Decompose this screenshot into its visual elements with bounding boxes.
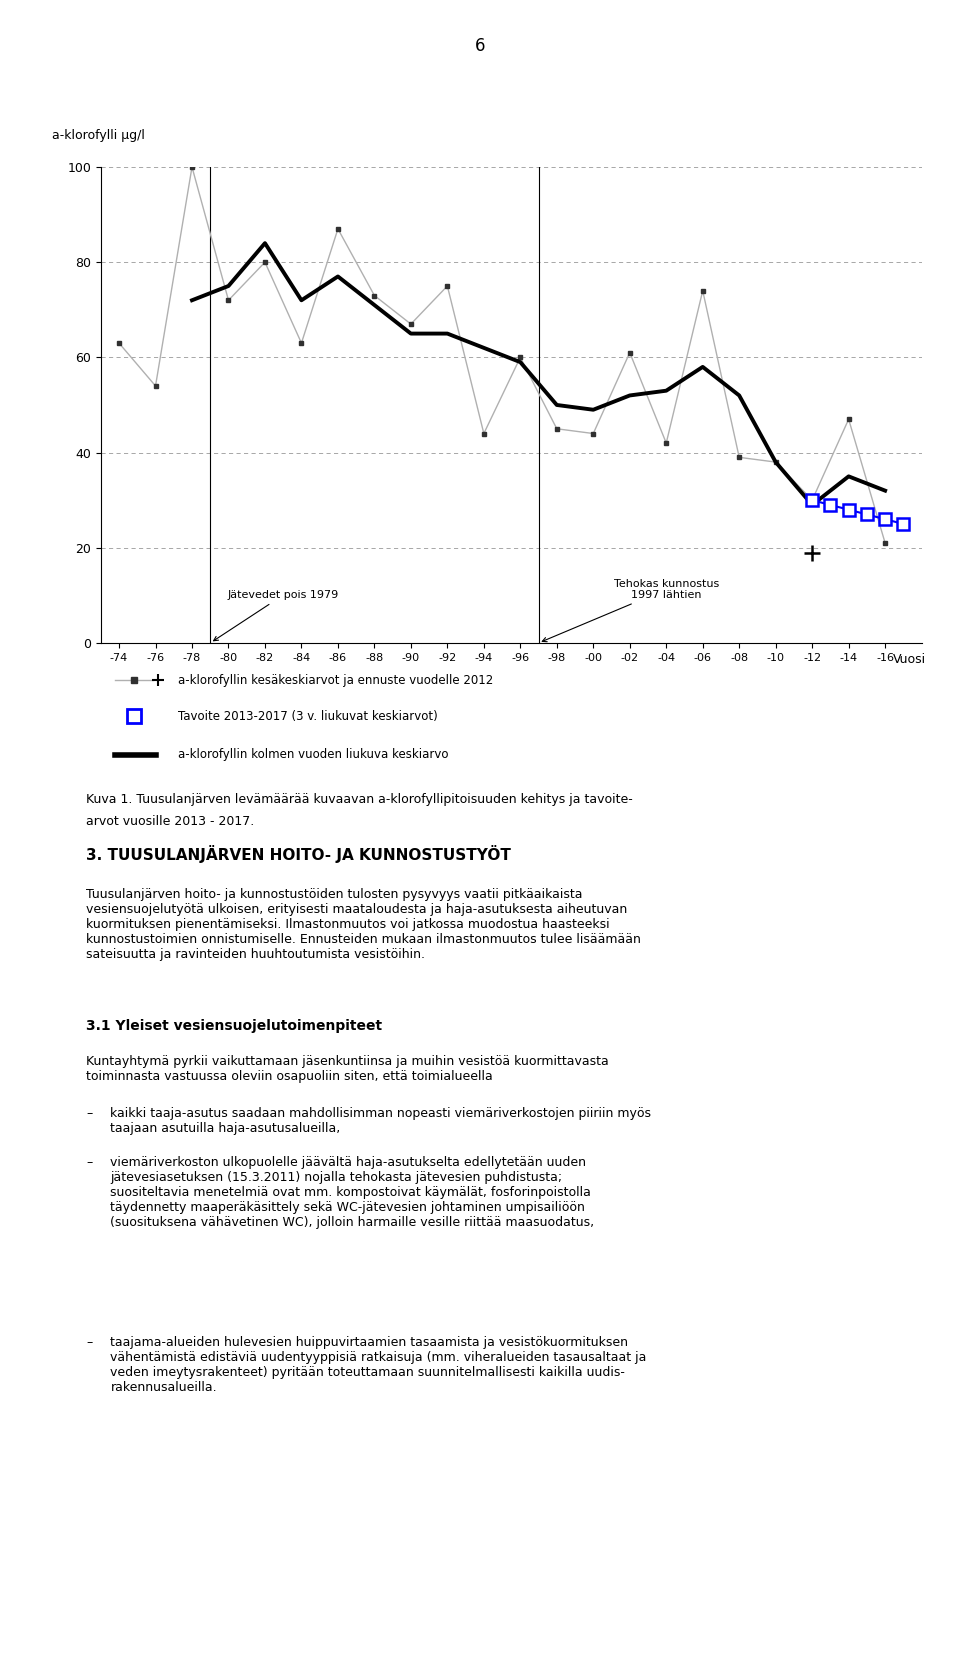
Text: Jätevedet pois 1979: Jätevedet pois 1979 bbox=[213, 590, 339, 641]
Text: –: – bbox=[86, 1156, 93, 1169]
Text: Tavoite 2013-2017 (3 v. liukuvat keskiarvot): Tavoite 2013-2017 (3 v. liukuvat keskiar… bbox=[178, 710, 438, 723]
Text: a-klorofyllin kesäkeskiarvot ja ennuste vuodelle 2012: a-klorofyllin kesäkeskiarvot ja ennuste … bbox=[178, 675, 492, 686]
Text: a-klorofylli μg/l: a-klorofylli μg/l bbox=[52, 129, 144, 142]
Text: 3. TUUSULANJÄRVEN HOITO- JA KUNNOSTUSTYÖT: 3. TUUSULANJÄRVEN HOITO- JA KUNNOSTUSTYÖ… bbox=[86, 845, 512, 863]
Text: a-klorofyllin kolmen vuoden liukuva keskiarvo: a-klorofyllin kolmen vuoden liukuva kesk… bbox=[178, 748, 448, 762]
Text: viemäriverkoston ulkopuolelle jäävältä haja-asutukselta edellytetään uuden
jätev: viemäriverkoston ulkopuolelle jäävältä h… bbox=[110, 1156, 594, 1229]
Text: Kuntayhtymä pyrkii vaikuttamaan jäsenkuntiinsa ja muihin vesistöä kuormittavasta: Kuntayhtymä pyrkii vaikuttamaan jäsenkun… bbox=[86, 1055, 610, 1084]
Text: 6: 6 bbox=[475, 37, 485, 55]
Text: kaikki taaja-asutus saadaan mahdollisimman nopeasti viemäriverkostojen piiriin m: kaikki taaja-asutus saadaan mahdollisimm… bbox=[110, 1107, 652, 1136]
Text: –: – bbox=[86, 1107, 93, 1121]
Text: Vuosi: Vuosi bbox=[893, 653, 926, 666]
Text: –: – bbox=[86, 1336, 93, 1349]
Text: arvot vuosille 2013 - 2017.: arvot vuosille 2013 - 2017. bbox=[86, 815, 254, 828]
Text: Tehokas kunnostus
1997 lähtien: Tehokas kunnostus 1997 lähtien bbox=[542, 578, 719, 641]
Text: taajama-alueiden hulevesien huippuvirtaamien tasaamista ja vesistökuormituksen
v: taajama-alueiden hulevesien huippuvirtaa… bbox=[110, 1336, 647, 1394]
Text: Tuusulanjärven hoito- ja kunnostustöiden tulosten pysyvyys vaatii pitkäaikaista
: Tuusulanjärven hoito- ja kunnostustöiden… bbox=[86, 888, 641, 962]
Text: Kuva 1. Tuusulanjärven levämäärää kuvaavan a-klorofyllipitoisuuden kehitys ja ta: Kuva 1. Tuusulanjärven levämäärää kuvaav… bbox=[86, 793, 634, 807]
Text: 3.1 Yleiset vesiensuojelutoimenpiteet: 3.1 Yleiset vesiensuojelutoimenpiteet bbox=[86, 1019, 382, 1032]
